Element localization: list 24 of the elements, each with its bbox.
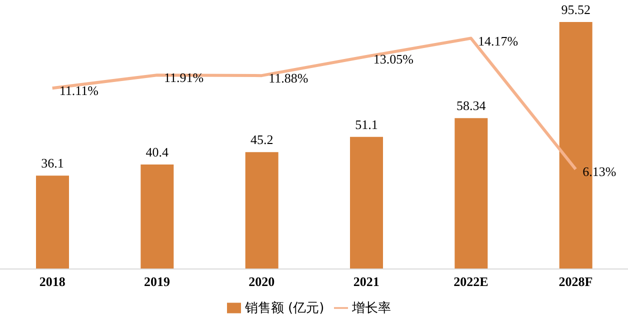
data-label: 51.1 [355, 116, 378, 132]
x-tick-label: 2019 [144, 274, 170, 290]
bar [454, 118, 488, 269]
legend-label: 销售额 (亿元) [244, 301, 324, 316]
x-tick-label: 2021 [353, 274, 380, 290]
bar [350, 136, 383, 269]
x-tick-label: 2018 [39, 274, 66, 290]
data-label: 95.52 [561, 2, 590, 17]
x-tick-label: 2020 [248, 274, 275, 290]
bar [140, 164, 174, 269]
data-label: 11.91% [164, 70, 204, 86]
data-label: 58.34 [456, 98, 486, 114]
data-label: 13.05% [373, 52, 414, 67]
data-label: 11.88% [268, 70, 308, 86]
bar [245, 152, 278, 269]
data-label: 14.17% [478, 33, 518, 48]
data-label: 40.4 [146, 144, 170, 160]
bar [36, 176, 69, 269]
x-tick-label: 2022E [454, 274, 488, 290]
data-label: 45.2 [250, 132, 274, 148]
data-label: 11.11% [59, 83, 99, 98]
data-label: 36.1 [41, 156, 64, 171]
legend-label: 增长率 [352, 301, 392, 316]
x-tick-label: 2028F [558, 274, 593, 290]
